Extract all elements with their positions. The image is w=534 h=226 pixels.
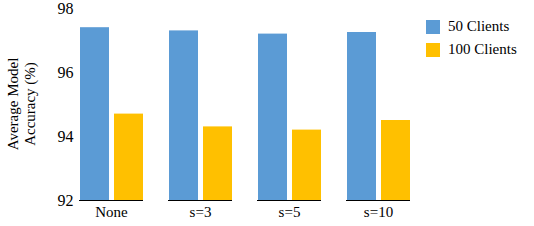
- svg-text:Average ModelAccuracy (%): Average ModelAccuracy (%): [5, 58, 39, 151]
- svg-text:92: 92: [58, 192, 74, 209]
- svg-text:98: 98: [58, 0, 74, 17]
- svg-text:s=5: s=5: [279, 204, 301, 220]
- svg-text:s=3: s=3: [190, 204, 212, 220]
- svg-text:s=10: s=10: [364, 204, 393, 220]
- svg-text:96: 96: [58, 64, 74, 81]
- html-text:50 Clients: 50 Clients: [448, 18, 510, 34]
- svg-text:None: None: [95, 204, 128, 220]
- html-text:100 Clients: 100 Clients: [448, 41, 517, 57]
- svg-text:94: 94: [58, 128, 74, 145]
